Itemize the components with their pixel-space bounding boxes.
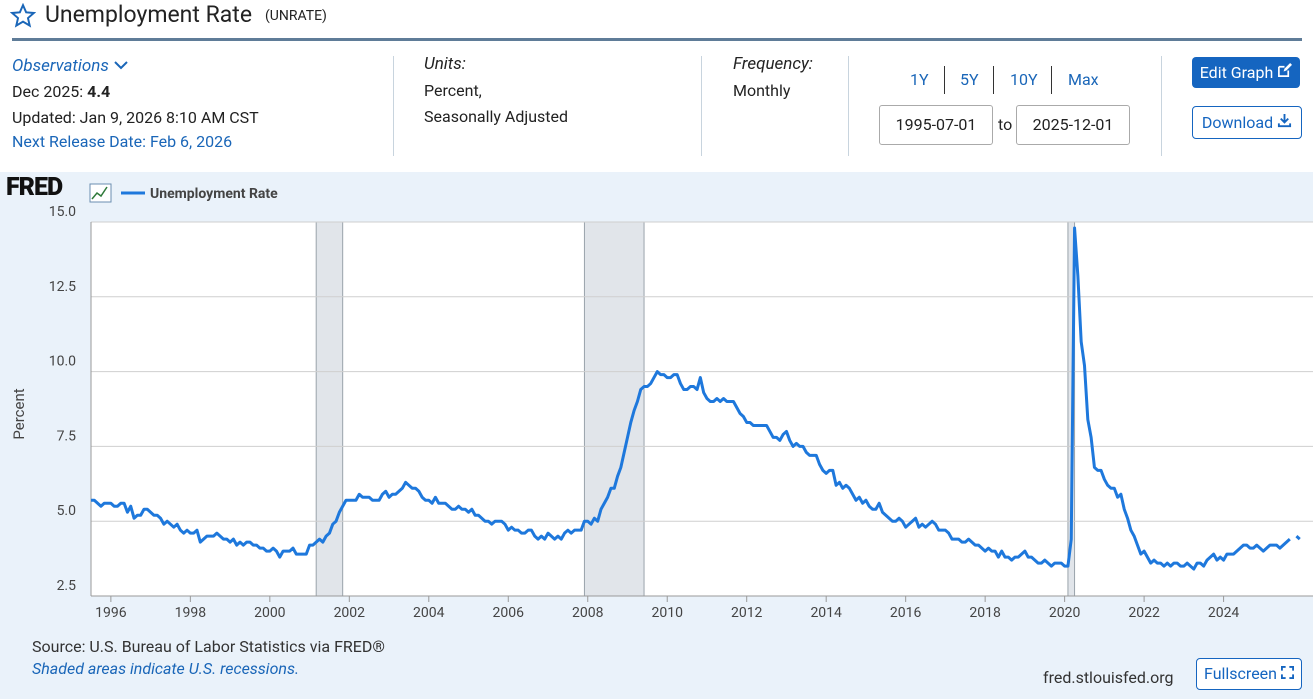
range-button[interactable]: 10Y [1010, 70, 1038, 89]
x-tick-label: 2010 [651, 605, 683, 621]
data-line [91, 226, 1301, 571]
observations-toggle[interactable]: Observations [12, 56, 129, 76]
site-link[interactable]: fred.stlouisfed.org [1043, 668, 1174, 687]
frequency-label: Frequency: [733, 54, 813, 74]
y-tick-label: 15.0 [49, 204, 76, 220]
legend-label: Unemployment Rate [150, 186, 278, 202]
chart: FRED Percent 2.5 5.0 7.5 10.0 12.5 15.0 1996 19… [6, 173, 1313, 621]
x-tick-label: 2008 [572, 605, 604, 621]
updated: Updated: Jan 9, 2026 8:10 AM CST [12, 108, 259, 127]
x-tick-label: 2012 [731, 605, 763, 621]
units-adjust: Seasonally Adjusted [424, 107, 569, 126]
x-tick-label: 2024 [1208, 605, 1240, 621]
divider [848, 56, 849, 156]
recession-note: Shaded areas indicate U.S. recessions. [32, 659, 300, 678]
edit-label: Edit Graph [1199, 63, 1274, 82]
to-label: to [998, 115, 1013, 134]
y-tick-label: 10.0 [49, 354, 76, 370]
x-tick-label: 1998 [175, 605, 207, 621]
latest-observation: Dec 2025: 4.4 [12, 82, 110, 101]
x-tick-label: 2018 [969, 605, 1001, 621]
next-release[interactable]: Next Release Date: Feb 6, 2026 [12, 132, 233, 151]
y-tick-label: 7.5 [57, 428, 77, 444]
x-tick-label: 2000 [254, 605, 286, 621]
y-axis-label: Percent [10, 388, 28, 439]
edit-graph-button[interactable]: Edit Graph [1192, 57, 1300, 88]
divider [1051, 66, 1052, 94]
fullscreen-icon [1280, 666, 1294, 679]
series-id: (UNRATE) [265, 8, 327, 24]
logo-icon [89, 183, 112, 203]
fullscreen-button[interactable]: Fullscreen [1196, 658, 1302, 690]
end-date-input[interactable]: 2025-12-01 [1016, 105, 1130, 145]
fred-logo: FRED [6, 173, 63, 202]
divider [1161, 56, 1162, 156]
obs-value: 4.4 [87, 82, 111, 101]
title: Unemployment Rate [45, 1, 253, 28]
fullscreen-label: Fullscreen [1204, 664, 1277, 683]
download-label: Download [1201, 113, 1274, 132]
x-tick-label: 2020 [1049, 605, 1081, 621]
units-label: Units: [424, 54, 466, 74]
separator [12, 38, 1302, 41]
x-tick-label: 2014 [810, 605, 842, 621]
divider [393, 56, 394, 156]
range-button[interactable]: 5Y [960, 70, 979, 89]
x-tick-label: 2016 [890, 605, 922, 621]
y-tick-label: 5.0 [57, 503, 77, 519]
download-button[interactable]: Download [1192, 106, 1302, 139]
chevron [114, 61, 128, 70]
y-tick-label: 2.5 [57, 578, 77, 594]
obs-date: Dec 2025: [12, 82, 84, 101]
divider [993, 66, 994, 94]
frequency-value: Monthly [733, 81, 791, 100]
download-icon [1278, 113, 1292, 128]
star-icon[interactable] [10, 3, 36, 29]
plot-area [91, 222, 1313, 596]
divider [701, 56, 702, 156]
x-tick-label: 2022 [1128, 605, 1160, 621]
edit-icon [1278, 63, 1293, 77]
range-button[interactable]: Max [1068, 70, 1099, 89]
y-tick-label: 12.5 [49, 279, 76, 295]
observations-label: Observations [12, 56, 109, 76]
x-tick-label: 2004 [413, 605, 445, 621]
divider [944, 66, 945, 94]
x-tick-label: 2002 [334, 605, 366, 621]
source: Source: U.S. Bureau of Labor Statistics … [32, 637, 385, 656]
range-button[interactable]: 1Y [910, 70, 929, 89]
x-tick-label: 1996 [95, 605, 127, 621]
units-value: Percent, [424, 81, 482, 100]
start-date-input[interactable]: 1995-07-01 [879, 105, 993, 145]
x-tick-label: 2006 [493, 605, 525, 621]
